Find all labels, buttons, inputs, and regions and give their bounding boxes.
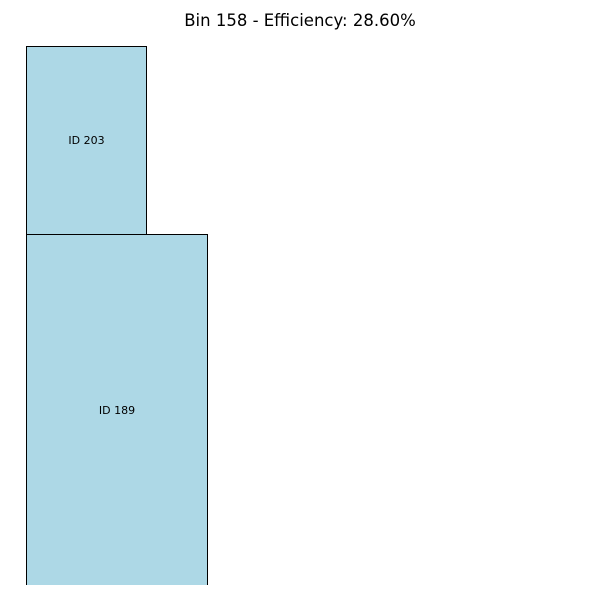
packed-item-189: ID 189 xyxy=(26,234,208,585)
item-label: ID 189 xyxy=(98,403,136,417)
packed-item-203: ID 203 xyxy=(26,46,147,235)
diagram-title: Bin 158 - Efficiency: 28.60% xyxy=(184,11,416,30)
item-label: ID 203 xyxy=(68,134,105,147)
bin-area: ID 203 ID 189 xyxy=(26,46,586,585)
